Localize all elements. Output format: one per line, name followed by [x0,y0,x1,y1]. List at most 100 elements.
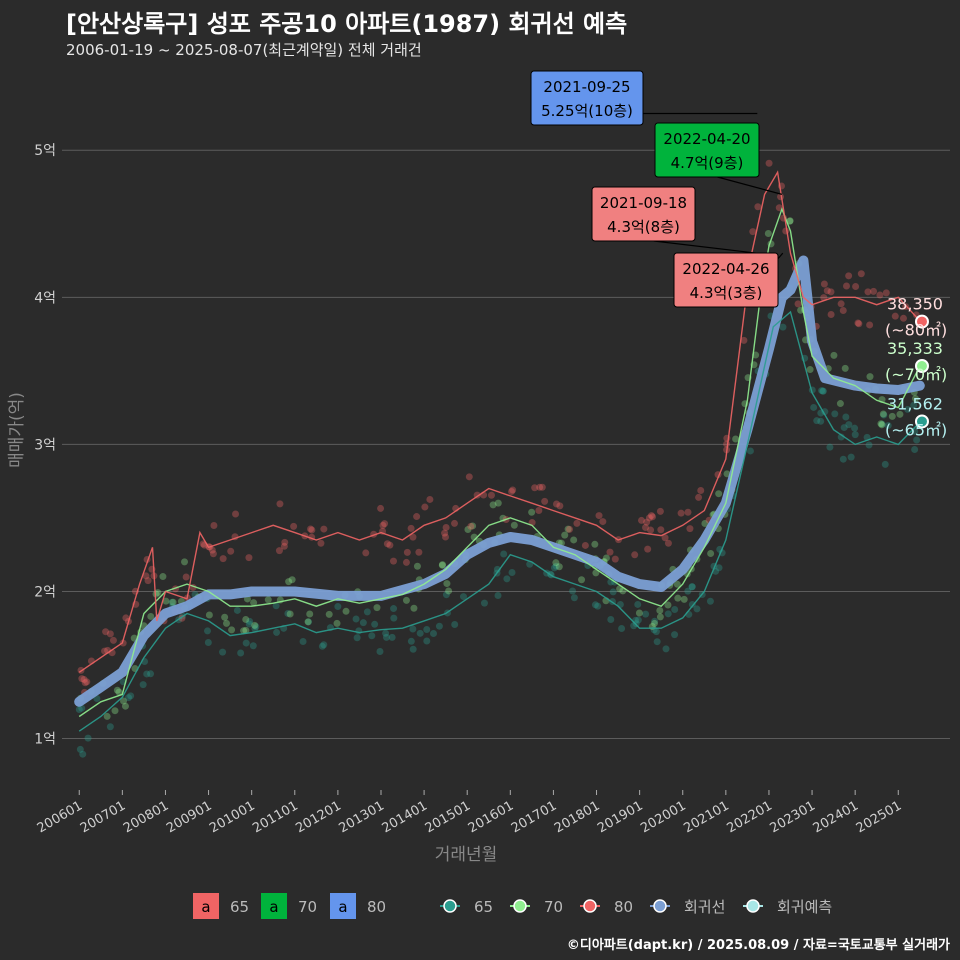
source-credit: ©디아파트(dapt.kr) / 2025.08.09 / 자료=국토교통부 실… [566,938,950,953]
scatter-point-80 [695,493,703,501]
y-tick-label: 4억 [34,290,56,306]
scatter-point-70 [147,612,155,620]
scatter-point-65 [693,605,701,613]
legend-label-65: 65 [230,898,249,916]
scatter-point-70 [438,561,446,569]
scatter-point-65 [233,606,241,614]
scatter-point-65 [127,692,135,700]
scatter-point-65 [688,600,696,608]
scatter-point-70 [443,580,451,588]
scatter-point-80 [377,504,385,512]
scatter-point-80 [182,573,190,581]
scatter-point-65 [508,568,516,576]
scatter-point-80 [839,306,847,314]
scatter-point-80 [556,502,564,510]
scatter-point-65 [125,694,133,702]
scatter-point-65 [911,446,919,454]
scatter-point-65 [249,642,257,650]
scatter-point-70 [592,569,600,577]
scatter-point-70 [494,499,502,507]
scatter-point-65 [388,633,396,641]
scatter-point-65 [913,436,921,444]
scatter-point-80 [362,549,370,557]
scatter-point-65 [851,431,859,439]
scatter-point-65 [272,602,280,610]
scatter-point-65 [382,629,390,637]
legend-label-80: 80 [367,898,386,916]
scatter-point-65 [459,593,467,601]
chart-title: [안산상록구] 성포 주공10 아파트(1987) 회귀선 예측 [66,10,628,38]
scatter-point-80 [386,541,394,549]
scatter-point-80 [820,280,828,288]
scatter-point-70 [159,573,167,581]
scatter-point-80 [891,312,899,320]
scatter-point-80 [573,519,581,527]
scatter-point-70 [561,531,569,539]
legend-key-glyph: a [338,898,347,916]
x-axis-title: 거래년월 [435,845,498,865]
scatter-point-65 [664,610,672,618]
scatter-point-80 [664,539,672,547]
x-tick-label: 202101 [681,798,731,836]
prediction-marker-65 [914,414,929,429]
scatter-point-65 [684,587,692,595]
legend-line-key-dot [583,899,597,913]
scatter-point-80 [381,520,389,528]
scatter-point-80 [101,647,109,655]
scatter-point-70 [841,364,849,372]
x-tick-label: 201501 [423,798,473,836]
scatter-point-65 [634,600,642,608]
scatter-point-65 [715,564,723,572]
scatter-point-80 [852,282,860,290]
scatter-point-70 [413,562,421,570]
scatter-point-65 [552,562,560,570]
scatter-point-65 [706,597,714,605]
scatter-point-80 [80,675,88,683]
scatter-point-65 [246,617,254,625]
scatter-point-80 [144,577,152,585]
prediction-range-80: (~80㎡) [885,321,947,340]
scatter-point-80 [538,483,546,491]
scatter-point-80 [854,319,862,327]
scatter-point-80 [307,525,315,533]
scatter-point-80 [508,487,516,495]
scatter-point-65 [304,618,312,626]
legend-label-회귀선: 회귀선 [684,898,725,916]
y-tick-label: 1억 [34,732,56,748]
scatter-point-65 [409,625,417,633]
scatter-point-70 [701,520,709,528]
scatter-point-65 [284,610,292,618]
scatter-point-65 [821,408,829,416]
scatter-point-70 [373,604,381,612]
scatter-point-70 [152,590,160,598]
scatter-point-70 [656,606,664,614]
scatter-point-65 [423,626,431,634]
scatter-point-80 [631,551,639,559]
scatter-point-80 [81,679,89,687]
x-tick-label: 200601 [35,798,85,836]
scatter-point-70 [664,601,672,609]
x-tick-label: 200901 [164,798,214,836]
scatter-point-70 [169,598,177,606]
scatter-point-80 [649,513,657,521]
legend-line-key-dot [653,899,667,913]
scatter-point-80 [275,547,283,555]
scatter-point-65 [237,649,245,657]
prediction-marker-70 [914,358,929,373]
scatter-point-70 [879,410,887,418]
scatter-point-65 [204,639,212,647]
x-tick-label: 201201 [293,798,343,836]
scatter-point-65 [203,627,211,635]
scatter-point-80 [637,516,645,524]
scatter-point-70 [764,229,772,237]
scatter-point-80 [389,557,397,565]
scatter-point-65 [251,625,259,633]
scatter-point-80 [442,523,450,531]
scatter-point-65 [219,648,227,656]
scatter-point-70 [674,594,682,602]
scatter-point-80 [426,495,434,503]
scatter-point-65 [500,550,508,558]
scatter-point-80 [541,497,549,505]
scatter-point-70 [888,412,896,420]
